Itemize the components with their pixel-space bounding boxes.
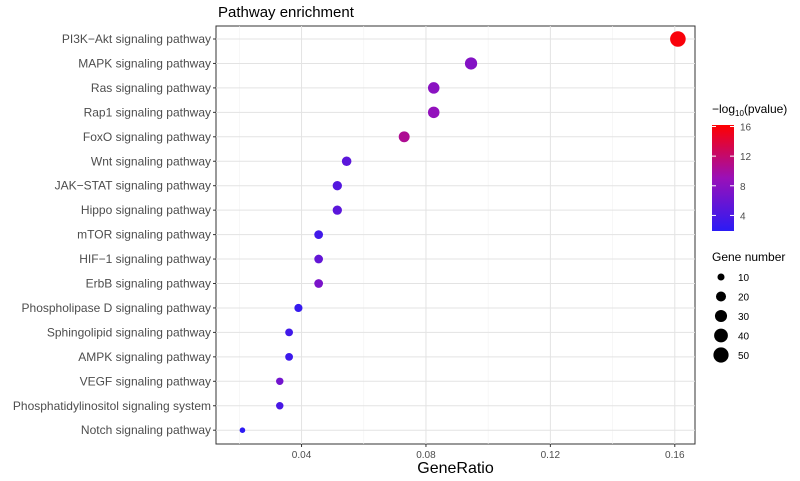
size-legend: Gene number 10 20 30 40 50 [712, 250, 785, 363]
y-tick-label: mTOR signaling pathway [77, 228, 211, 242]
data-point [341, 156, 352, 167]
size-legend-label: 10 [738, 273, 750, 284]
data-point [670, 31, 686, 47]
size-legend-label: 50 [738, 351, 750, 362]
color-bar-tick-label: 12 [740, 152, 752, 163]
x-tick-label: 0.04 [292, 450, 312, 461]
data-point [314, 230, 324, 239]
data-point [464, 57, 478, 70]
color-legend-title-prefix: −log [712, 102, 735, 116]
size-legend-dot [714, 309, 728, 323]
y-tick-label: Ras signaling pathway [91, 81, 211, 95]
data-point [285, 352, 293, 361]
data-point [314, 254, 324, 264]
size-legend-dot [713, 347, 729, 363]
y-tick-label: Notch signaling pathway [81, 423, 211, 437]
y-tick-label: Hippo signaling pathway [81, 203, 211, 217]
size-legend-items: 10 20 30 40 50 [713, 273, 750, 363]
y-tick-label: Rap1 signaling pathway [84, 105, 211, 119]
y-tick-label: PI3K−Akt signaling pathway [62, 32, 211, 46]
size-legend-title: Gene number [712, 250, 785, 264]
size-legend-label: 30 [738, 312, 750, 323]
y-tick-label: AMPK signaling pathway [78, 350, 211, 364]
color-legend-title-suffix: (pvalue) [744, 102, 787, 116]
color-bar-tick-label: 4 [740, 211, 746, 222]
color-legend-title: −log10(pvalue) [712, 102, 787, 118]
data-point [285, 328, 293, 337]
data-point [427, 106, 440, 119]
data-point [314, 279, 324, 288]
y-tick-label: VEGF signaling pathway [80, 374, 211, 388]
data-point [276, 402, 284, 410]
y-tick-label: MAPK signaling pathway [78, 56, 211, 70]
color-legend: −log10(pvalue) 4 8 12 16 [712, 102, 787, 231]
data-points [239, 31, 686, 433]
y-tick-label: FoxO signaling pathway [83, 130, 211, 144]
data-point [294, 303, 303, 313]
color-bar-tick-label: 16 [740, 122, 752, 133]
x-axis-title: GeneRatio [417, 460, 494, 477]
data-point [398, 131, 410, 143]
color-bar-tick-label: 8 [740, 182, 746, 193]
color-legend-title-subscript: 10 [735, 109, 744, 118]
x-tick-label: 0.08 [416, 450, 436, 461]
size-legend-label: 40 [738, 332, 750, 343]
x-axis-ticks: 0.04 0.08 0.12 0.16 [292, 444, 685, 461]
chart-title: Pathway enrichment [218, 4, 355, 21]
data-point [239, 427, 246, 433]
y-tick-label: Phospholipase D signaling pathway [22, 301, 211, 315]
size-legend-dot [717, 273, 725, 281]
size-legend-dot [714, 328, 728, 343]
data-point [276, 377, 284, 386]
y-tick-label: JAK−STAT signaling pathway [55, 179, 211, 193]
x-tick-label: 0.12 [541, 450, 561, 461]
color-bar [712, 125, 734, 231]
x-tick-label: 0.16 [665, 450, 685, 461]
y-tick-label: HIF−1 signaling pathway [79, 252, 211, 266]
grid-lines [216, 26, 695, 444]
size-legend-label: 20 [738, 293, 750, 304]
y-tick-label: Wnt signaling pathway [91, 154, 211, 168]
data-point [427, 82, 440, 94]
color-bar-ticks: 4 8 12 16 [712, 122, 752, 222]
y-tick-label: Phosphatidylinositol signaling system [13, 399, 211, 413]
y-tick-label: ErbB signaling pathway [86, 277, 211, 291]
data-point [332, 181, 342, 191]
size-legend-dot [715, 291, 727, 302]
y-axis-labels: PI3K−Akt signaling pathway MAPK signaling… [13, 32, 216, 437]
y-tick-label: Sphingolipid signaling pathway [47, 325, 211, 339]
data-point [332, 205, 342, 215]
